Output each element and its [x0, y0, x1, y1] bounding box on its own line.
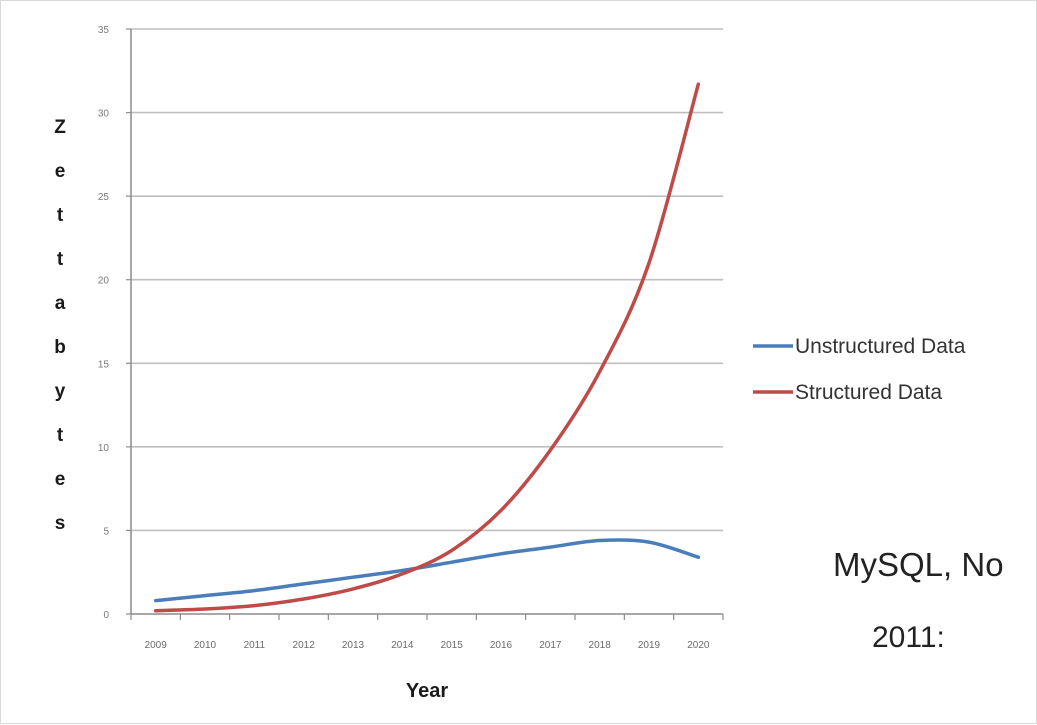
x-tick-label: 2011	[244, 640, 266, 651]
axes	[126, 28, 724, 620]
gridlines	[131, 28, 723, 532]
x-tick-label: 2010	[194, 640, 217, 651]
x-tick-label: 2018	[589, 640, 612, 651]
y-tick-label: 0	[103, 610, 109, 621]
unstructured-data-line	[153, 538, 701, 603]
x-tick-label: 2019	[638, 640, 661, 651]
y-axis-label-letter: b	[54, 337, 66, 358]
y-tick-label: 25	[98, 192, 110, 203]
legend-label-unstructured-data: Unstructured Data	[795, 335, 966, 358]
y-tick-label: 20	[98, 276, 110, 287]
y-tick-label: 10	[98, 443, 110, 454]
y-axis-label-letter: Z	[54, 117, 66, 138]
x-axis-label: Year	[406, 680, 448, 702]
structured-data-line	[153, 82, 701, 613]
x-tick-label: 2020	[687, 640, 710, 651]
y-axis-label-letter: s	[55, 513, 66, 534]
y-tick-label: 5	[103, 526, 109, 537]
y-tick-label: 35	[98, 25, 110, 36]
y-axis-label-letter: y	[55, 381, 66, 402]
y-tick-label: 30	[98, 109, 110, 120]
y-axis-label: Ze t t a b y t e s	[54, 117, 66, 534]
y-axis-label-letter: t	[57, 425, 64, 446]
y-axis-label-letter: e	[55, 469, 66, 490]
x-tick-label: 2014	[391, 640, 414, 651]
legend-label-structured-data: Structured Data	[795, 381, 942, 404]
x-tick-label: 2009	[145, 640, 168, 651]
legend: Unstructured Data Structured Data	[753, 335, 966, 404]
x-tick-label: 2016	[490, 640, 513, 651]
y-axis-label-letter: t	[57, 249, 64, 270]
x-tick-labels: 2009 2010 2011 2012 2013 2014 2015 2016 2017 2018…	[145, 640, 710, 651]
series-lines	[153, 82, 701, 613]
x-tick-label: 2012	[293, 640, 316, 651]
y-axis-label-letter: e	[55, 161, 66, 182]
y-axis-label-letter: t	[57, 205, 64, 226]
slide-text-line-1: MySQL, No	[833, 546, 1004, 583]
x-tick-label: 2015	[441, 640, 464, 651]
x-tick-label: 2017	[539, 640, 562, 651]
y-axis-label-letter: a	[55, 293, 66, 314]
y-tick-labels: 0 5 10 15 20 25 30 35	[98, 25, 110, 621]
y-tick-label: 15	[98, 359, 110, 370]
slide-text-line-2: 2011:	[872, 621, 945, 654]
x-tick-label: 2013	[342, 640, 365, 651]
